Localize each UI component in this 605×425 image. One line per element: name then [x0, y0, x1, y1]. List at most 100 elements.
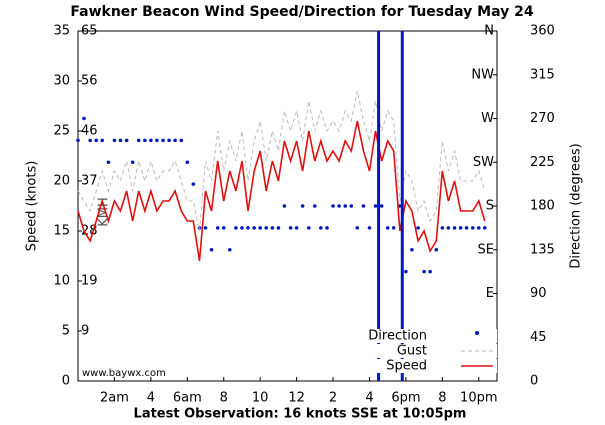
direction-dot	[264, 226, 268, 230]
direction-dot	[252, 226, 256, 230]
direction-dot	[343, 204, 348, 208]
direction-dot	[143, 138, 147, 143]
speed-line	[77, 120, 486, 262]
legend-label: Speed	[386, 359, 427, 374]
direction-dot	[319, 226, 323, 230]
legend-dot	[475, 331, 479, 335]
x-axis-label: Latest Observation: 16 knots SSE at 10:0…	[134, 407, 467, 422]
compass-tick-label: SE	[478, 242, 494, 257]
y2-axis-label: Direction (degrees)	[569, 143, 584, 268]
y-axis-label: Speed (knots)	[25, 161, 40, 252]
gust-line	[77, 90, 486, 232]
x-tick-label: 10pm	[460, 391, 497, 406]
compass-tick-label: W	[481, 111, 494, 126]
x-tick-label: 2	[329, 391, 337, 406]
y2-tick-label: 360	[530, 24, 555, 39]
direction-dot	[391, 226, 396, 230]
direction-dot	[337, 204, 341, 208]
chart-title: Fawkner Beacon Wind Speed/Direction for …	[70, 4, 533, 20]
direction-dot	[416, 226, 420, 230]
compass-tick-label: E	[486, 286, 494, 301]
x-tick-label: 6am	[173, 391, 202, 406]
kmh-tick-label: 65	[81, 24, 98, 39]
direction-dot	[270, 226, 275, 230]
direction-dot	[288, 226, 293, 230]
y2-tick-label: 315	[530, 67, 555, 82]
direction-dot	[470, 226, 475, 230]
direction-dot	[325, 226, 329, 230]
direction-dot	[294, 226, 299, 230]
y-tick-label: 0	[62, 374, 70, 389]
direction-dot	[112, 138, 117, 143]
legend-bg	[367, 359, 497, 373]
y2-tick-label: 270	[530, 111, 555, 126]
legend-label: Direction	[368, 329, 427, 344]
kmh-tick-label: 19	[81, 274, 98, 289]
y2-tick-label: 135	[530, 242, 555, 257]
direction-dot	[458, 226, 463, 230]
direction-dot	[106, 160, 111, 165]
y-tick-label: 30	[53, 74, 70, 89]
y-tick-label: 20	[53, 174, 70, 189]
direction-dot	[452, 226, 457, 230]
y-tick-label: 25	[53, 124, 70, 139]
direction-dot	[331, 204, 335, 208]
direction-dot	[221, 226, 226, 230]
kmh-tick-label: 28	[81, 224, 98, 239]
direction-dot	[422, 269, 426, 274]
y2-tick-label: 0	[530, 374, 538, 389]
x-tick-label: 4	[147, 391, 155, 406]
compass-tick-label: N	[484, 24, 494, 39]
legend-bg	[367, 344, 497, 358]
direction-dot	[118, 138, 123, 143]
direction-dot	[136, 138, 141, 143]
direction-dot	[258, 226, 262, 230]
direction-dot	[167, 138, 171, 143]
direction-dot	[434, 247, 439, 252]
y2-tick-label: 90	[530, 286, 547, 301]
direction-dot	[209, 247, 214, 252]
direction-dot	[240, 226, 244, 230]
direction-dot	[149, 138, 153, 143]
direction-dot	[440, 226, 445, 230]
y-tick-label: 15	[53, 224, 70, 239]
y-tick-label: 35	[53, 24, 70, 39]
direction-dot	[130, 160, 135, 165]
direction-dot	[234, 226, 238, 230]
x-tick-label: 8	[438, 391, 446, 406]
kmh-tick-label: 46	[81, 124, 98, 139]
direction-dot	[88, 138, 93, 143]
y-tick-label: 10	[53, 274, 70, 289]
legend-label: Gust	[397, 344, 427, 359]
direction-dot	[173, 138, 177, 143]
direction-dot	[100, 138, 105, 143]
direction-dot	[307, 226, 311, 230]
x-tick-label: 8	[220, 391, 228, 406]
direction-dot	[161, 138, 165, 143]
kmh-tick-label: 9	[81, 324, 89, 339]
direction-dot	[179, 138, 184, 143]
legend-bg	[367, 329, 497, 343]
x-tick-label: 10	[252, 391, 269, 406]
direction-dot	[246, 226, 250, 230]
direction-dot	[428, 269, 432, 274]
x-tick-label: 4	[365, 391, 373, 406]
direction-dot	[282, 204, 287, 208]
direction-dot	[355, 226, 360, 230]
direction-dot	[464, 226, 469, 230]
compass-tick-label: NW	[471, 67, 494, 82]
y-tick-label: 5	[62, 324, 70, 339]
direction-dot	[227, 247, 232, 252]
direction-dot	[361, 204, 366, 208]
direction-dot	[82, 116, 86, 121]
direction-dot	[94, 138, 99, 143]
direction-dot	[124, 138, 129, 143]
direction-dot	[446, 226, 451, 230]
kmh-tick-label: 56	[81, 74, 98, 89]
y2-tick-label: 225	[530, 155, 555, 170]
y2-tick-label: 45	[530, 330, 547, 345]
compass-tick-label: S	[486, 199, 494, 214]
x-tick-label: 2am	[100, 391, 129, 406]
direction-dot	[215, 226, 220, 230]
